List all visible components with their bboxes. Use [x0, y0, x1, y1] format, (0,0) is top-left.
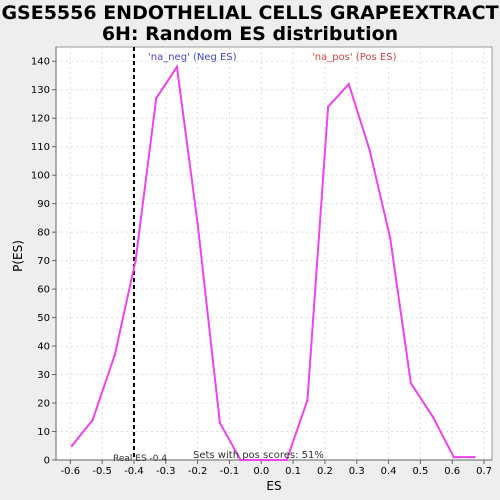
- data-point: [91, 418, 94, 422]
- data-point: [473, 455, 476, 459]
- data-point: [326, 105, 330, 109]
- x-tick-label: -0.1: [220, 466, 240, 477]
- y-tick-label: 140: [31, 57, 50, 68]
- x-tick-label: -0.3: [156, 466, 176, 477]
- y-tick-label: 50: [37, 313, 50, 324]
- y-tick-label: 20: [37, 399, 50, 410]
- data-point: [218, 421, 222, 425]
- data-point: [452, 455, 456, 459]
- chart-title-line-1: GSE5556 ENDOTHELIAL CELLS GRAPEEXTRACT: [1, 2, 498, 24]
- x-tick-label: 0.2: [317, 466, 333, 477]
- x-tick-label: -0.5: [92, 466, 112, 477]
- data-point: [134, 259, 137, 262]
- y-axis-ticks: 0 10 20 30 40 50 60 70 80 90 100 110 120 130 140: [31, 57, 56, 467]
- y-tick-label: 120: [31, 114, 50, 125]
- data-point: [368, 148, 371, 151]
- data-point: [155, 97, 158, 100]
- data-point: [431, 416, 435, 419]
- data-point: [260, 458, 263, 462]
- y-axis-label: P(ES): [11, 240, 25, 272]
- y-tick-label: 90: [37, 199, 50, 210]
- es-distribution-data-points: [70, 65, 476, 462]
- x-tick-label: -0.6: [61, 466, 81, 477]
- x-tick-label: 0.6: [444, 466, 460, 477]
- data-point: [306, 398, 309, 402]
- y-tick-label: 110: [31, 142, 50, 153]
- x-axis-ticks: -0.6 -0.5 -0.4 -0.3 -0.2 -0.1 0.0 0.1 0.2 0.3 0.4 0…: [61, 460, 492, 477]
- data-point: [113, 353, 117, 356]
- x-tick-label: 0.7: [476, 466, 492, 477]
- x-tick-label: 0.0: [253, 466, 269, 477]
- data-point: [196, 222, 199, 225]
- x-axis-label: ES: [266, 479, 281, 493]
- y-tick-label: 10: [37, 427, 50, 438]
- data-point: [347, 82, 350, 86]
- data-point: [285, 458, 288, 462]
- es-distribution-series-line: [71, 64, 475, 461]
- y-tick-label: 60: [37, 285, 50, 296]
- x-tick-label: 0.3: [349, 466, 365, 477]
- x-tick-label: -0.4: [124, 466, 144, 477]
- x-tick-label: 0.1: [285, 466, 301, 477]
- data-point: [388, 236, 392, 240]
- pos-es-annotation: 'na_pos' (Pos ES): [312, 52, 397, 63]
- y-tick-label: 130: [31, 85, 50, 96]
- y-tick-label: 40: [37, 342, 50, 353]
- x-tick-label: 0.5: [412, 466, 428, 477]
- y-tick-label: 80: [37, 228, 50, 239]
- neg-es-annotation: 'na_neg' (Neg ES): [148, 52, 237, 63]
- y-tick-label: 70: [37, 256, 50, 267]
- y-tick-label: 0: [44, 456, 50, 467]
- x-tick-label: -0.2: [188, 466, 208, 477]
- x-tick-label: 0.4: [381, 466, 397, 477]
- chart-title-line-2: 6H: Random ES distribution: [102, 23, 398, 45]
- y-tick-label: 30: [37, 370, 50, 381]
- data-point: [239, 458, 242, 462]
- data-point: [409, 381, 413, 385]
- data-point: [70, 444, 74, 447]
- sets-pos-scores-text: Sets with pos scores: 51%: [193, 450, 324, 461]
- data-point: [175, 65, 179, 69]
- real-es-label: Real ES -0.4: [113, 454, 167, 464]
- y-tick-label: 100: [31, 171, 50, 182]
- plot-area: [55, 46, 493, 461]
